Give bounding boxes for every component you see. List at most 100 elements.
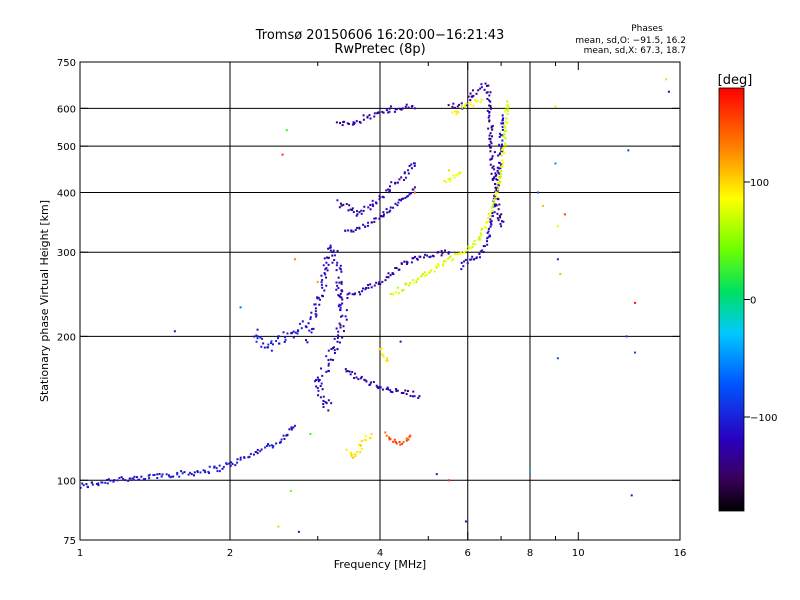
data-point [323, 257, 326, 260]
data-point [403, 178, 406, 181]
data-point [85, 483, 88, 486]
data-point [418, 395, 421, 398]
data-point [492, 165, 495, 168]
data-point [419, 275, 422, 278]
data-point [325, 276, 328, 279]
data-point [338, 322, 341, 325]
data-point [389, 389, 392, 392]
data-point [667, 90, 670, 93]
data-point [361, 290, 364, 293]
data-point [124, 479, 127, 482]
data-point [355, 214, 358, 217]
data-point [447, 479, 450, 482]
data-point [469, 258, 472, 261]
data-point [442, 264, 445, 267]
data-point [406, 195, 409, 198]
data-point [394, 291, 397, 294]
data-point [315, 313, 318, 316]
data-point [79, 486, 82, 489]
data-point [388, 210, 391, 213]
data-point [501, 165, 504, 168]
data-point [382, 215, 385, 218]
data-point [350, 454, 353, 457]
phases-o-stats: mean, sd,O: −91.5, 16.2 [575, 36, 686, 46]
data-point [204, 471, 207, 474]
data-point [413, 164, 416, 167]
data-point [359, 443, 362, 446]
data-point [386, 386, 389, 389]
data-point [326, 269, 329, 272]
data-point [309, 318, 312, 321]
data-point [481, 249, 484, 252]
data-point [469, 92, 472, 95]
data-point [275, 442, 278, 445]
data-point [440, 254, 443, 257]
data-point [317, 297, 320, 300]
data-point [400, 391, 403, 394]
data-point [386, 359, 389, 362]
data-point [329, 358, 332, 361]
data-point [390, 181, 393, 184]
data-point [381, 280, 384, 283]
data-point [424, 274, 427, 277]
data-point [496, 212, 499, 215]
y-axis-label: Stationary phase Virtual Height [km] [38, 200, 51, 402]
data-point [373, 217, 376, 220]
data-point [362, 209, 365, 212]
data-point [469, 103, 472, 106]
data-point [324, 273, 327, 276]
data-point [371, 199, 374, 202]
data-point [389, 293, 392, 296]
data-point [480, 234, 483, 237]
data-point [469, 99, 472, 102]
data-point [321, 286, 324, 289]
data-point [502, 149, 505, 152]
data-point [358, 291, 361, 294]
data-point [342, 330, 345, 333]
data-point [352, 211, 355, 214]
data-point [489, 225, 492, 228]
data-point [504, 146, 507, 149]
data-point [495, 195, 498, 198]
data-point [337, 334, 340, 337]
data-point [485, 91, 488, 94]
data-point [410, 163, 413, 166]
data-point [288, 428, 291, 431]
data-point [500, 213, 503, 216]
data-point [340, 204, 343, 207]
data-point [505, 129, 508, 132]
data-point [405, 393, 408, 396]
data-point [365, 439, 368, 442]
data-point [491, 177, 494, 180]
data-point [131, 477, 134, 480]
data-point [347, 122, 350, 125]
x-tick-label: 4 [377, 548, 383, 559]
y-tick-label: 600 [57, 104, 76, 115]
data-point [493, 211, 496, 214]
data-point [133, 475, 136, 478]
data-point [336, 261, 339, 264]
data-point [493, 195, 496, 198]
data-point [465, 104, 468, 107]
data-point [321, 278, 324, 281]
data-point [350, 455, 353, 458]
data-point [409, 434, 412, 437]
data-point [503, 124, 506, 127]
data-point [489, 218, 492, 221]
data-point [435, 473, 438, 476]
data-point [402, 288, 405, 291]
data-point [500, 225, 503, 228]
data-point [457, 173, 460, 176]
y-tick-label: 100 [57, 476, 76, 487]
data-point [354, 228, 357, 231]
data-point [389, 274, 392, 277]
data-point [222, 465, 225, 468]
data-point [380, 347, 383, 350]
data-point [189, 471, 192, 474]
data-point [356, 450, 359, 453]
data-point [329, 249, 332, 252]
data-point [331, 347, 334, 350]
data-point [447, 251, 450, 254]
data-point [501, 159, 504, 162]
data-point [442, 262, 445, 265]
